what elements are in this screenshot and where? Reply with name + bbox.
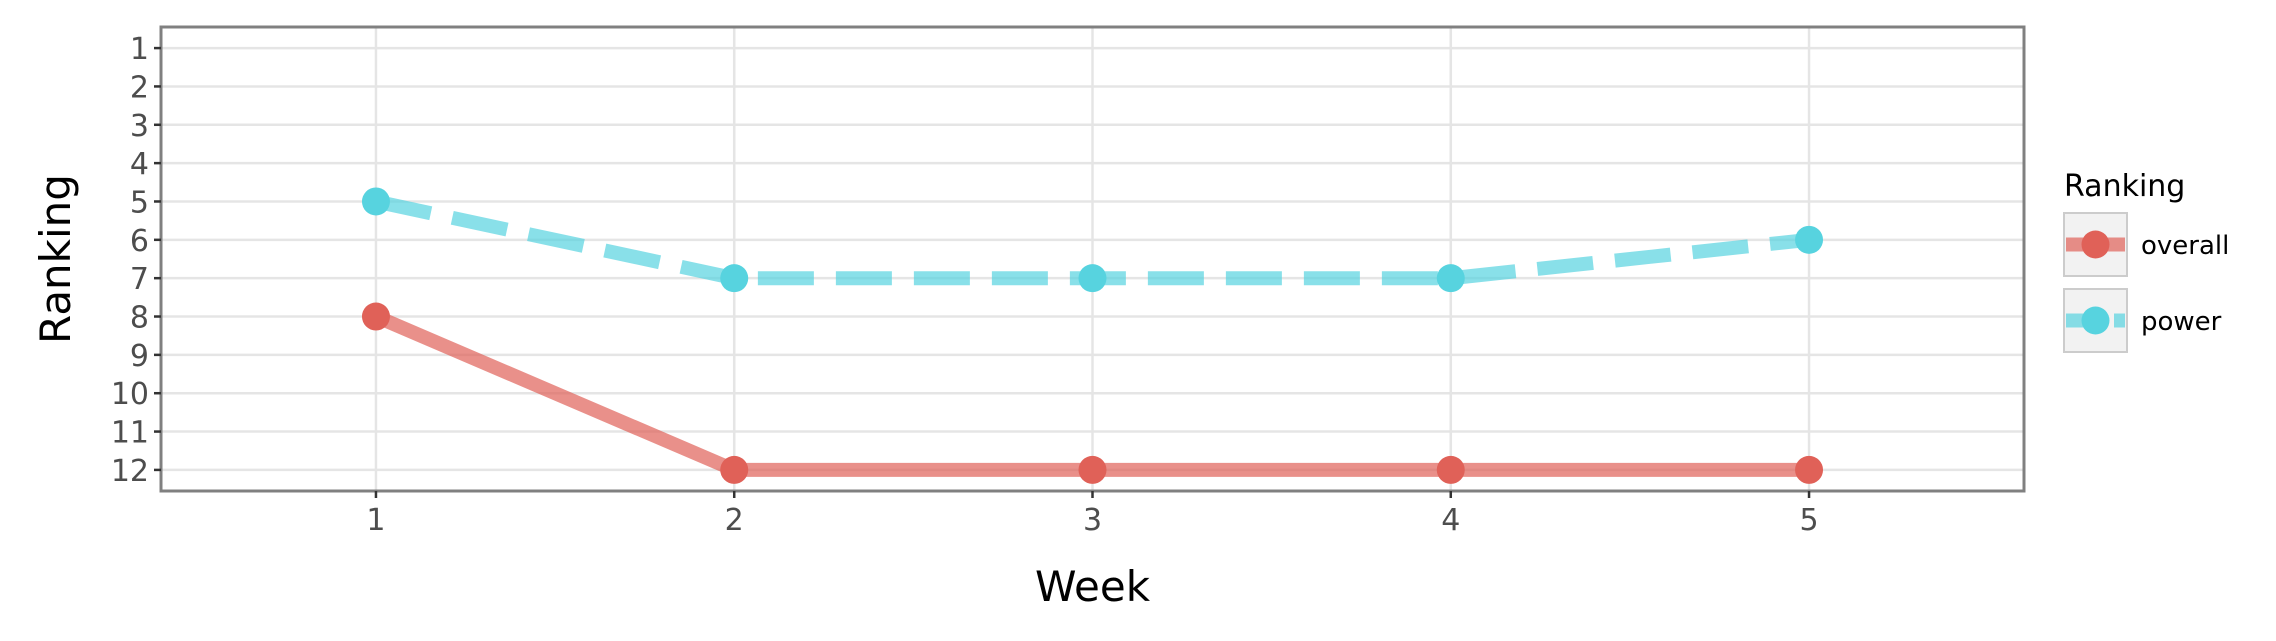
legend-label-power: power [2141,307,2222,337]
x-axis-title: Week [1035,562,1151,611]
data-point-overall [361,302,390,331]
y-tick-label: 9 [130,339,149,374]
y-axis-title: Ranking [31,174,80,344]
y-tick-label: 3 [130,109,149,144]
y-tick-label: 2 [130,70,149,105]
legend-title: Ranking [2064,169,2185,204]
x-tick-label: 4 [1441,503,1460,538]
y-tick-label: 4 [130,147,149,182]
data-point-power [1078,264,1107,293]
x-tick-label: 2 [725,503,744,538]
data-point-power [361,187,390,216]
series-points [361,187,1824,484]
x-tick-label: 1 [366,503,385,538]
legend-label-overall: overall [2141,231,2229,261]
legend-marker-power [2081,306,2110,335]
legend: Ranking overall power [2063,169,2229,353]
x-axis-ticks: 1 2 3 4 5 [366,491,1819,538]
y-tick-label: 5 [130,185,149,220]
y-tick-label: 8 [130,301,149,336]
data-point-overall [1436,455,1465,484]
data-point-power [720,264,749,293]
y-tick-label: 1 [130,32,149,67]
x-tick-label: 3 [1083,503,1102,538]
grid-lines [161,27,2024,491]
legend-marker-overall [2081,230,2110,259]
data-point-overall [720,455,749,484]
y-tick-label: 11 [111,416,149,451]
y-tick-label: 6 [130,224,149,259]
data-point-power [1795,225,1824,254]
x-tick-label: 5 [1799,503,1818,538]
y-tick-label: 7 [130,262,149,297]
data-point-overall [1795,455,1824,484]
data-point-power [1436,264,1465,293]
data-point-overall [1078,455,1107,484]
y-tick-label: 10 [111,377,149,412]
y-tick-label: 12 [111,454,149,489]
